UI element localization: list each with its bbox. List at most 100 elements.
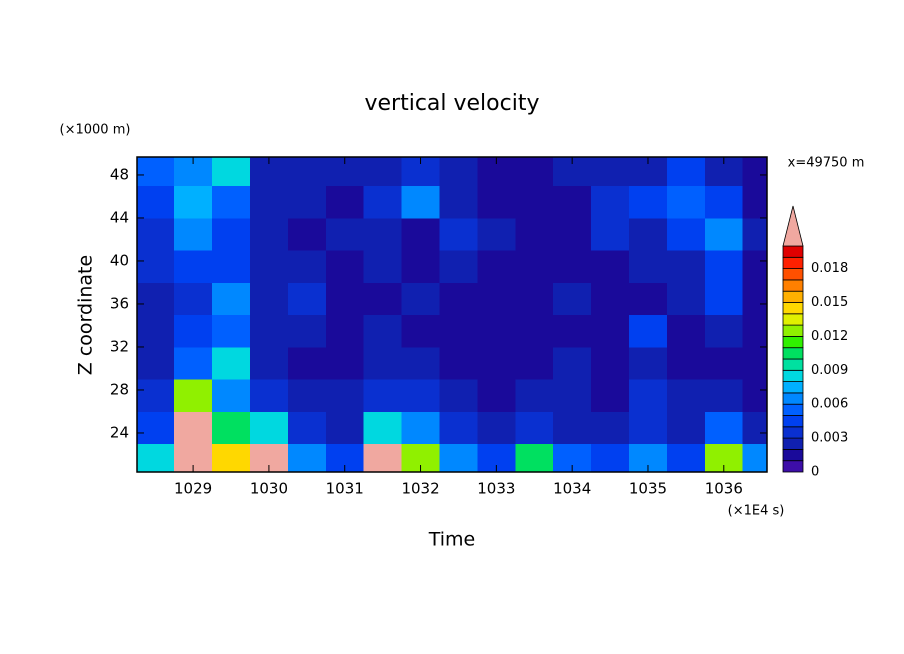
colorbar-swatch (782, 392, 804, 405)
heat-cell (704, 185, 744, 219)
y-tick-label: 32 (110, 337, 129, 355)
heat-cell (363, 314, 403, 348)
heat-cell (629, 282, 668, 316)
colorbar-swatch (782, 313, 804, 326)
heat-cell (666, 157, 706, 187)
colorbar-over (782, 205, 804, 247)
heat-cell (704, 379, 744, 412)
heat-cell (515, 157, 554, 187)
heat-cell (439, 282, 478, 316)
heat-cell (704, 314, 744, 348)
heat-cell (174, 282, 213, 316)
heat-cell (629, 411, 668, 445)
heat-cell (742, 411, 767, 445)
heat-cell (515, 411, 554, 445)
heat-cell (439, 250, 478, 283)
heat-cell (174, 346, 213, 380)
heat-cell (363, 443, 403, 472)
heat-cell (212, 443, 251, 472)
heat-cell (212, 217, 251, 251)
heat-cell (287, 411, 327, 445)
heat-cell (174, 250, 213, 283)
heat-cell (439, 314, 478, 348)
heat-cell (174, 314, 213, 348)
heat-cell (137, 346, 175, 380)
colorbar-swatch (782, 256, 804, 269)
heat-cell (363, 346, 403, 380)
heat-cell (666, 411, 706, 445)
x-tick-label: 1029 (174, 480, 212, 498)
heat-cell (439, 346, 478, 380)
heat-cell (629, 346, 668, 380)
heat-cell (174, 217, 213, 251)
colorbar-swatch (782, 245, 804, 258)
heat-cell (477, 314, 516, 348)
y-tick-label: 28 (110, 380, 129, 398)
heat-cell (666, 443, 706, 472)
heat-cell (212, 411, 251, 445)
heat-cell (174, 411, 213, 445)
heat-cell (401, 250, 440, 283)
heat-cell (742, 185, 767, 219)
heat-cell (137, 282, 175, 316)
heat-cell (666, 314, 706, 348)
heat-cell (742, 379, 767, 412)
heat-cell (591, 411, 630, 445)
heat-cell (704, 411, 744, 445)
heat-cell (325, 282, 365, 316)
heat-cell (137, 411, 175, 445)
heat-cell (553, 314, 592, 348)
heat-cell (742, 250, 767, 283)
heat-cell (553, 411, 592, 445)
heat-cell (742, 217, 767, 251)
colorbar-swatch (782, 324, 804, 337)
heat-cell (287, 185, 327, 219)
colorbar-label: 0.003 (811, 431, 848, 446)
heat-cell (477, 282, 516, 316)
y-tick-label: 48 (110, 165, 129, 183)
heat-cell (249, 185, 289, 219)
heat-cell (553, 379, 592, 412)
colorbar-swatch (782, 369, 804, 382)
heat-cell (137, 443, 175, 472)
heat-cell (553, 185, 592, 219)
heat-cell (287, 250, 327, 283)
x-tick-label: 1032 (401, 480, 439, 498)
heat-cell (363, 411, 403, 445)
heat-cell (515, 346, 554, 380)
heat-cell (591, 185, 630, 219)
colorbar-swatch (782, 358, 804, 371)
heat-cell (591, 282, 630, 316)
heat-cell (477, 411, 516, 445)
chart-title: vertical velocity (364, 91, 539, 116)
heat-cell (325, 411, 365, 445)
colorbar-label: 0.012 (811, 329, 848, 344)
colorbar-swatch (782, 347, 804, 360)
heat-cell (287, 157, 327, 187)
heat-cell (477, 250, 516, 283)
heat-cell (212, 185, 251, 219)
x-tick-label: 1034 (553, 480, 591, 498)
heat-cell (591, 217, 630, 251)
heat-cell (363, 379, 403, 412)
x-tick-label: 1033 (477, 480, 515, 498)
heat-cell (325, 217, 365, 251)
heat-cell (553, 346, 592, 380)
heat-cell (553, 217, 592, 251)
colorbar-label: 0.006 (811, 397, 848, 412)
colorbar-swatch (782, 415, 804, 428)
heat-cell (401, 411, 440, 445)
colorbar-swatch (782, 268, 804, 281)
colorbar-swatch (782, 302, 804, 315)
colorbar-swatch (782, 290, 804, 303)
heat-cell (515, 282, 554, 316)
colorbar-swatch (782, 403, 804, 416)
heat-cell (212, 282, 251, 316)
heat-cell (363, 185, 403, 219)
heat-cell (629, 250, 668, 283)
heat-cell (666, 346, 706, 380)
heat-cell (629, 185, 668, 219)
heat-cell (515, 217, 554, 251)
heat-cell (287, 217, 327, 251)
